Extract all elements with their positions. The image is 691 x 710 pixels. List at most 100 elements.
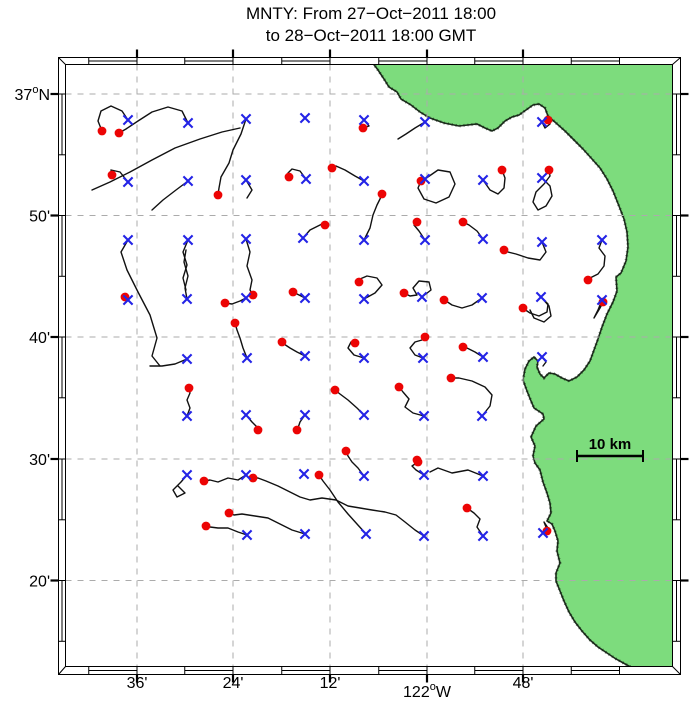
drifter-end-marker xyxy=(542,526,552,536)
drifter-trajectory xyxy=(97,105,129,132)
drifter-end-marker xyxy=(399,288,409,298)
drifter-start-marker xyxy=(240,174,252,186)
start-marker-layer xyxy=(122,112,608,542)
drifter-end-marker xyxy=(277,337,287,347)
drifter-end-marker xyxy=(394,382,404,392)
drifter-start-marker xyxy=(358,175,370,187)
drifter-start-marker xyxy=(241,352,253,364)
drifter-start-marker xyxy=(417,352,429,364)
drifter-start-marker xyxy=(299,292,311,304)
drifter-start-marker xyxy=(536,172,548,184)
drifter-end-marker xyxy=(358,123,368,133)
drifter-end-marker xyxy=(458,342,468,352)
drifter-end-marker xyxy=(583,275,593,285)
drifter-start-marker xyxy=(358,234,370,246)
drifter-end-marker xyxy=(350,338,360,348)
drifter-end-marker xyxy=(320,220,330,230)
drifter-end-marker xyxy=(213,190,223,200)
drifter-start-marker xyxy=(299,350,311,362)
drifter-end-marker xyxy=(518,303,528,313)
drifter-trajectory xyxy=(363,193,383,241)
drifter-trajectory xyxy=(182,239,189,291)
end-marker-layer xyxy=(97,115,608,536)
drifter-trajectory xyxy=(587,239,606,281)
lat-tick-label: 50' xyxy=(29,209,50,226)
drifter-start-marker xyxy=(419,234,431,246)
drifter-start-marker xyxy=(536,116,548,128)
drifter-end-marker xyxy=(230,318,240,328)
drifter-trajectory xyxy=(183,249,189,300)
drifter-start-marker xyxy=(418,469,430,481)
drifter-trajectory xyxy=(203,474,247,483)
drifter-start-marker xyxy=(181,293,193,305)
drifter-trajectory xyxy=(228,512,306,535)
drifter-trajectory xyxy=(482,169,506,195)
drifter-start-marker xyxy=(536,236,548,248)
drifter-end-marker xyxy=(341,446,351,456)
map-frame xyxy=(50,49,689,683)
drifter-trajectory xyxy=(450,377,493,417)
lon-tick-label: 12' xyxy=(320,675,341,692)
drifter-start-marker xyxy=(358,470,370,482)
drifter-start-marker xyxy=(299,112,311,124)
lon-tick-label: 48' xyxy=(513,675,534,692)
drifter-trajectory xyxy=(91,127,241,191)
drifter-end-marker xyxy=(248,290,258,300)
drifter-start-marker xyxy=(358,409,370,421)
drifter-end-marker xyxy=(377,189,387,199)
drifter-start-marker xyxy=(535,291,547,303)
drifter-start-marker xyxy=(477,233,489,245)
frame-outer xyxy=(58,57,681,675)
drifter-start-marker xyxy=(240,113,252,125)
chart-title-line2: to 28−Oct−2011 18:00 GMT xyxy=(266,26,476,45)
drifter-end-marker xyxy=(220,298,230,308)
drifter-trajectory xyxy=(403,280,432,298)
drifter-end-marker xyxy=(458,217,468,227)
drifter-end-marker xyxy=(199,476,209,486)
drifter-start-marker xyxy=(181,469,193,481)
drifter-start-marker xyxy=(360,528,372,540)
drifter-start-marker xyxy=(297,232,309,244)
drifter-start-marker xyxy=(476,410,488,422)
drifter-end-marker xyxy=(499,245,509,255)
drifter-start-marker xyxy=(596,294,608,306)
drifter-end-marker xyxy=(224,508,234,518)
drifter-end-marker xyxy=(248,473,258,483)
lon-tick-label: 122oW xyxy=(403,681,452,701)
drifter-start-marker xyxy=(182,175,194,187)
drifter-start-marker xyxy=(300,173,312,185)
frame-corner xyxy=(672,57,681,65)
drifter-trajectory xyxy=(529,297,552,323)
drifter-start-marker xyxy=(418,410,430,422)
drifter-trajectory xyxy=(417,169,456,204)
drifter-trajectory xyxy=(398,386,425,417)
drifter-start-marker xyxy=(122,176,134,188)
drifter-start-marker xyxy=(416,291,428,303)
land-polygon-layer xyxy=(371,64,673,667)
drifter-start-marker xyxy=(418,530,430,542)
drifter-trajectory xyxy=(245,238,254,296)
drifter-end-marker xyxy=(412,217,422,227)
drifter-start-marker xyxy=(181,353,193,365)
drifter-trajectory xyxy=(252,477,425,537)
drifter-trajectory xyxy=(466,507,484,537)
drifter-trajectory xyxy=(503,241,547,261)
frame-corner xyxy=(58,57,66,65)
drifter-start-marker xyxy=(122,114,134,126)
drifter-start-marker xyxy=(596,234,608,246)
drifter-trajectory xyxy=(429,467,484,477)
drifter-start-marker xyxy=(477,470,489,482)
drifter-end-marker xyxy=(284,172,294,182)
drifter-trajectory xyxy=(172,474,188,498)
drifter-start-marker xyxy=(240,469,252,481)
drifter-end-marker xyxy=(327,163,337,173)
drifter-trajectory xyxy=(593,299,604,319)
drifter-start-marker xyxy=(358,352,370,364)
drifter-start-marker xyxy=(477,530,489,542)
drifter-end-marker xyxy=(114,128,124,138)
drifter-start-marker xyxy=(477,351,489,363)
drifter-end-marker xyxy=(288,287,298,297)
drifter-start-marker xyxy=(299,528,311,540)
drifter-start-marker xyxy=(240,292,252,304)
lat-tick-label: 40' xyxy=(29,330,50,347)
